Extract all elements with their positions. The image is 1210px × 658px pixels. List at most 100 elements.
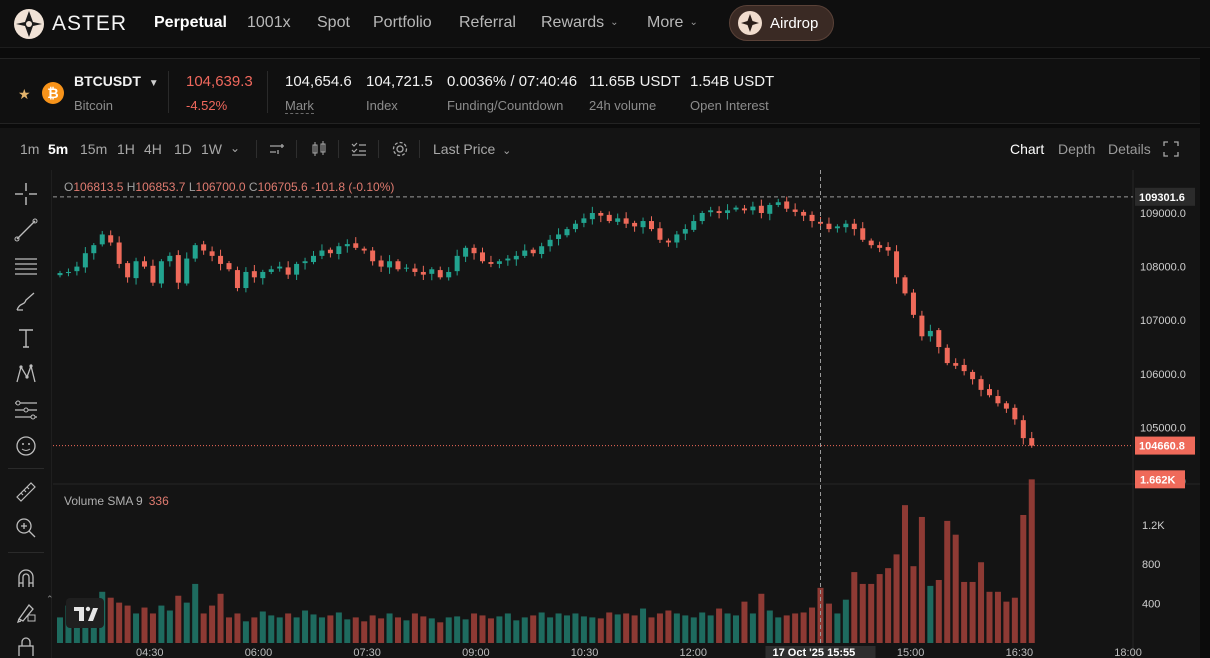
funding-label: Funding/Countdown [447, 98, 564, 113]
nav-referral[interactable]: Referral [459, 14, 516, 31]
expand-toolbar-icon[interactable]: ⌃ [46, 594, 54, 604]
volume-bar [200, 613, 207, 643]
candle-body [429, 269, 435, 274]
volume-tick-label: 400 [1142, 599, 1160, 611]
magnet-icon[interactable] [14, 566, 38, 590]
volume-bar [555, 613, 562, 643]
change-value: -101.8 (-0.10%) [311, 180, 395, 194]
favorite-star-icon[interactable]: ★ [18, 86, 31, 102]
indicators-icon[interactable] [268, 140, 286, 158]
volume-bar [876, 574, 883, 643]
candle-body [589, 213, 595, 220]
settings-gear-icon[interactable] [391, 140, 409, 158]
volume-bar [504, 613, 511, 643]
horizontal-lines-icon[interactable] [14, 254, 38, 278]
volume-bar [302, 610, 309, 643]
volume-bar [758, 593, 765, 643]
nav-rewards-label: Rewards [541, 14, 605, 31]
time-tick-label: 10:30 [571, 647, 599, 658]
ruler-icon[interactable] [14, 480, 38, 504]
price-type-selector[interactable]: Last Price ⌄ [433, 141, 511, 157]
volume-24h-label: 24h volume [589, 98, 657, 113]
volume-tick-label: 800 [1142, 559, 1160, 571]
volume-bar [496, 616, 503, 643]
volume-bar [395, 617, 401, 643]
candle-body [403, 267, 409, 269]
airdrop-button[interactable]: Airdrop [729, 5, 834, 41]
candle-body [691, 221, 697, 230]
price-change-pct: -4.52% [186, 98, 228, 113]
nav-perpetual[interactable]: Perpetual [154, 14, 227, 31]
checklist-icon[interactable] [350, 140, 368, 158]
pattern-icon[interactable] [14, 362, 38, 386]
tradingview-logo-icon[interactable] [66, 598, 104, 628]
timeframe-1m[interactable]: 1m [20, 141, 40, 157]
more-timeframes-chevron-icon[interactable]: ⌄ [230, 141, 241, 155]
candle-body [581, 218, 587, 223]
candle-body [311, 255, 316, 263]
fullscreen-icon[interactable] [1163, 141, 1181, 159]
fib-retracement-icon[interactable] [14, 398, 38, 422]
ohlc-readout: O106813.5 H106853.7 L106700.0 C106705.6 … [64, 180, 394, 194]
candle-type-icon[interactable] [310, 140, 328, 158]
candle-body [260, 271, 266, 279]
volume-bar [1028, 479, 1035, 643]
top-navbar: ASTER Perpetual 1001x Spot Portfolio Ref… [0, 0, 1210, 48]
timeframe-1h[interactable]: 1H [117, 141, 135, 157]
candle-body [598, 213, 604, 216]
price-tick-label: 109000.0 [1140, 208, 1186, 220]
timeframe-5m[interactable]: 5m [48, 141, 69, 157]
text-tool-icon[interactable] [14, 326, 38, 350]
timeframe-15m[interactable]: 15m [80, 141, 108, 157]
lock-drawing-icon[interactable] [14, 600, 38, 624]
lock-icon[interactable] [14, 636, 38, 656]
timeframe-4h[interactable]: 4H [144, 141, 162, 157]
time-tick-label: 04:30 [136, 647, 164, 658]
candle-body [167, 255, 173, 262]
trend-line-icon[interactable] [14, 218, 38, 242]
brush-icon[interactable] [14, 290, 38, 314]
tab-details[interactable]: Details [1108, 141, 1151, 157]
zoom-in-icon[interactable] [14, 516, 38, 540]
divider [378, 140, 379, 158]
nav-spot[interactable]: Spot [317, 14, 350, 31]
tab-depth[interactable]: Depth [1058, 141, 1096, 157]
ticker-bar: ★ ₿ BTCUSDT ▼ Bitcoin 104,639.3 -4.52% 1… [0, 58, 1200, 124]
candle-body [970, 371, 976, 380]
volume-bar [57, 617, 63, 643]
timeframe-1w[interactable]: 1W [201, 141, 222, 157]
crosshair-icon[interactable] [14, 182, 38, 206]
volume-bar [910, 566, 917, 643]
brand-logo[interactable]: ASTER [14, 9, 127, 39]
nav-more[interactable]: More ⌄ [647, 14, 698, 32]
emoji-icon[interactable] [14, 434, 38, 458]
symbol-name: BTCUSDT [74, 73, 141, 89]
volume-bar [276, 617, 283, 643]
candle-body [674, 234, 680, 243]
volume-bar [741, 601, 748, 643]
candle-body [150, 265, 156, 283]
close-value: 106705.6 [257, 180, 308, 194]
time-tick-label: 07:30 [353, 647, 381, 658]
volume-bar [944, 520, 951, 643]
volume-bar [842, 599, 849, 643]
candle-body [133, 261, 139, 279]
tab-chart[interactable]: Chart [1010, 141, 1045, 157]
symbol-selector[interactable]: BTCUSDT ▼ [74, 73, 159, 89]
volume-indicator-label: Volume SMA 9 336 [64, 494, 169, 508]
candle-body [209, 251, 215, 256]
mark-price-label[interactable]: Mark [285, 98, 314, 114]
timeframe-1d[interactable]: 1D [174, 141, 192, 157]
candle-body [530, 249, 536, 254]
volume-bar [918, 516, 925, 643]
nav-portfolio[interactable]: Portfolio [373, 14, 432, 31]
volume-bar [969, 581, 976, 643]
candlestick-chart[interactable]: 109000.0 108000.0 107000.0 106000.0 105000.0… [53, 170, 1200, 658]
nav-1001x[interactable]: 1001x [247, 14, 291, 31]
candle-body [454, 255, 460, 272]
volume-bar [707, 615, 714, 643]
divider [8, 552, 44, 553]
nav-rewards[interactable]: Rewards ⌄ [541, 14, 619, 32]
volume-bar [192, 583, 199, 643]
candle-body [116, 242, 122, 264]
